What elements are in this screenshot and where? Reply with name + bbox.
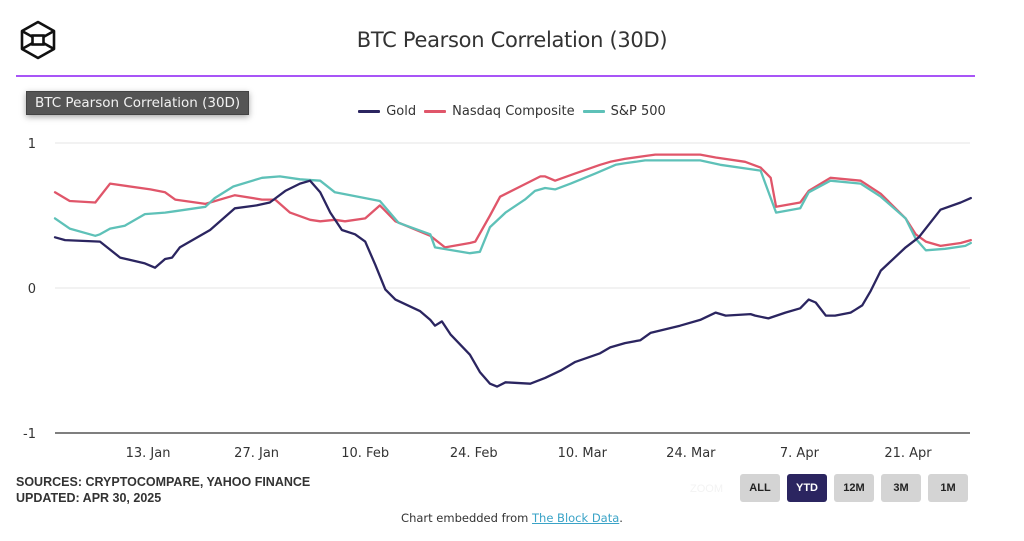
series-line-nasdaq-composite[interactable]	[53, 153, 972, 249]
the-block-logo-icon[interactable]	[16, 18, 60, 62]
x-axis-labels: 13. Jan 27. Jan 10. Feb 24. Feb 10. Mar 24. M…	[126, 446, 933, 461]
y-axis-labels: 1 0 -1	[23, 137, 36, 442]
x-tick-label: 10. Feb	[341, 446, 389, 461]
header-divider	[16, 75, 975, 77]
embed-prefix: Chart embedded from	[401, 511, 533, 525]
the-block-data-link[interactable]: The Block Data	[532, 511, 620, 525]
chart-legend: Gold Nasdaq Composite S&P 500	[0, 104, 1024, 119]
page-title: BTC Pearson Correlation (30D)	[356, 28, 668, 52]
x-tick-label: 7. Apr	[780, 446, 820, 461]
line-chart: 1 0 -1 13. Jan 27. Jan 10. Feb 24. Feb 10. Mar…	[23, 137, 972, 461]
x-tick-label: 21. Apr	[884, 446, 932, 461]
legend-item-sp500[interactable]: S&P 500	[582, 104, 666, 119]
grid-lines	[55, 142, 970, 434]
sources-text: SOURCES: CRYPTOCOMPARE, YAHOO FINANCE	[16, 475, 311, 489]
y-tick-label: 0	[28, 282, 36, 297]
x-tick-label: 27. Jan	[234, 446, 279, 461]
legend-item-nasdaq[interactable]: Nasdaq Composite	[424, 104, 575, 119]
legend-label-nasdaq: Nasdaq Composite	[452, 104, 575, 119]
x-tick-label: 24. Mar	[666, 446, 716, 461]
embed-credit: Chart embedded from The Block Data.	[0, 511, 1024, 525]
zoom-label: ZOOM	[690, 483, 723, 495]
y-tick-label: 1	[28, 137, 36, 152]
y-tick-label: -1	[23, 427, 36, 442]
chart-sources: SOURCES: CRYPTOCOMPARE, YAHOO FINANCE UP…	[16, 474, 310, 506]
legend-label-gold: Gold	[386, 104, 417, 119]
x-tick-label: 24. Feb	[450, 446, 498, 461]
legend-label-sp500: S&P 500	[610, 104, 666, 119]
legend-swatch-gold	[358, 110, 381, 113]
chart-tooltip: BTC Pearson Correlation (30D)	[26, 91, 250, 115]
x-tick-label: 13. Jan	[126, 446, 171, 461]
series-line-s-p-500[interactable]	[53, 159, 972, 255]
zoom-12m-button[interactable]: 12M	[834, 474, 874, 502]
zoom-3m-button[interactable]: 3M	[881, 474, 921, 502]
series-lines	[53, 153, 972, 388]
legend-swatch-nasdaq	[424, 110, 447, 113]
zoom-all-button[interactable]: ALL	[740, 474, 780, 502]
updated-text: UPDATED: APR 30, 2025	[16, 491, 162, 505]
embed-suffix: .	[619, 511, 623, 525]
x-tick-label: 10. Mar	[558, 446, 608, 461]
legend-swatch-sp500	[582, 110, 605, 113]
zoom-ytd-button[interactable]: YTD	[787, 474, 827, 502]
zoom-1m-button[interactable]: 1M	[928, 474, 968, 502]
series-line-gold[interactable]	[53, 179, 972, 388]
legend-item-gold[interactable]: Gold	[358, 104, 416, 119]
zoom-range-selector: ALL YTD 12M 3M 1M	[740, 474, 968, 502]
